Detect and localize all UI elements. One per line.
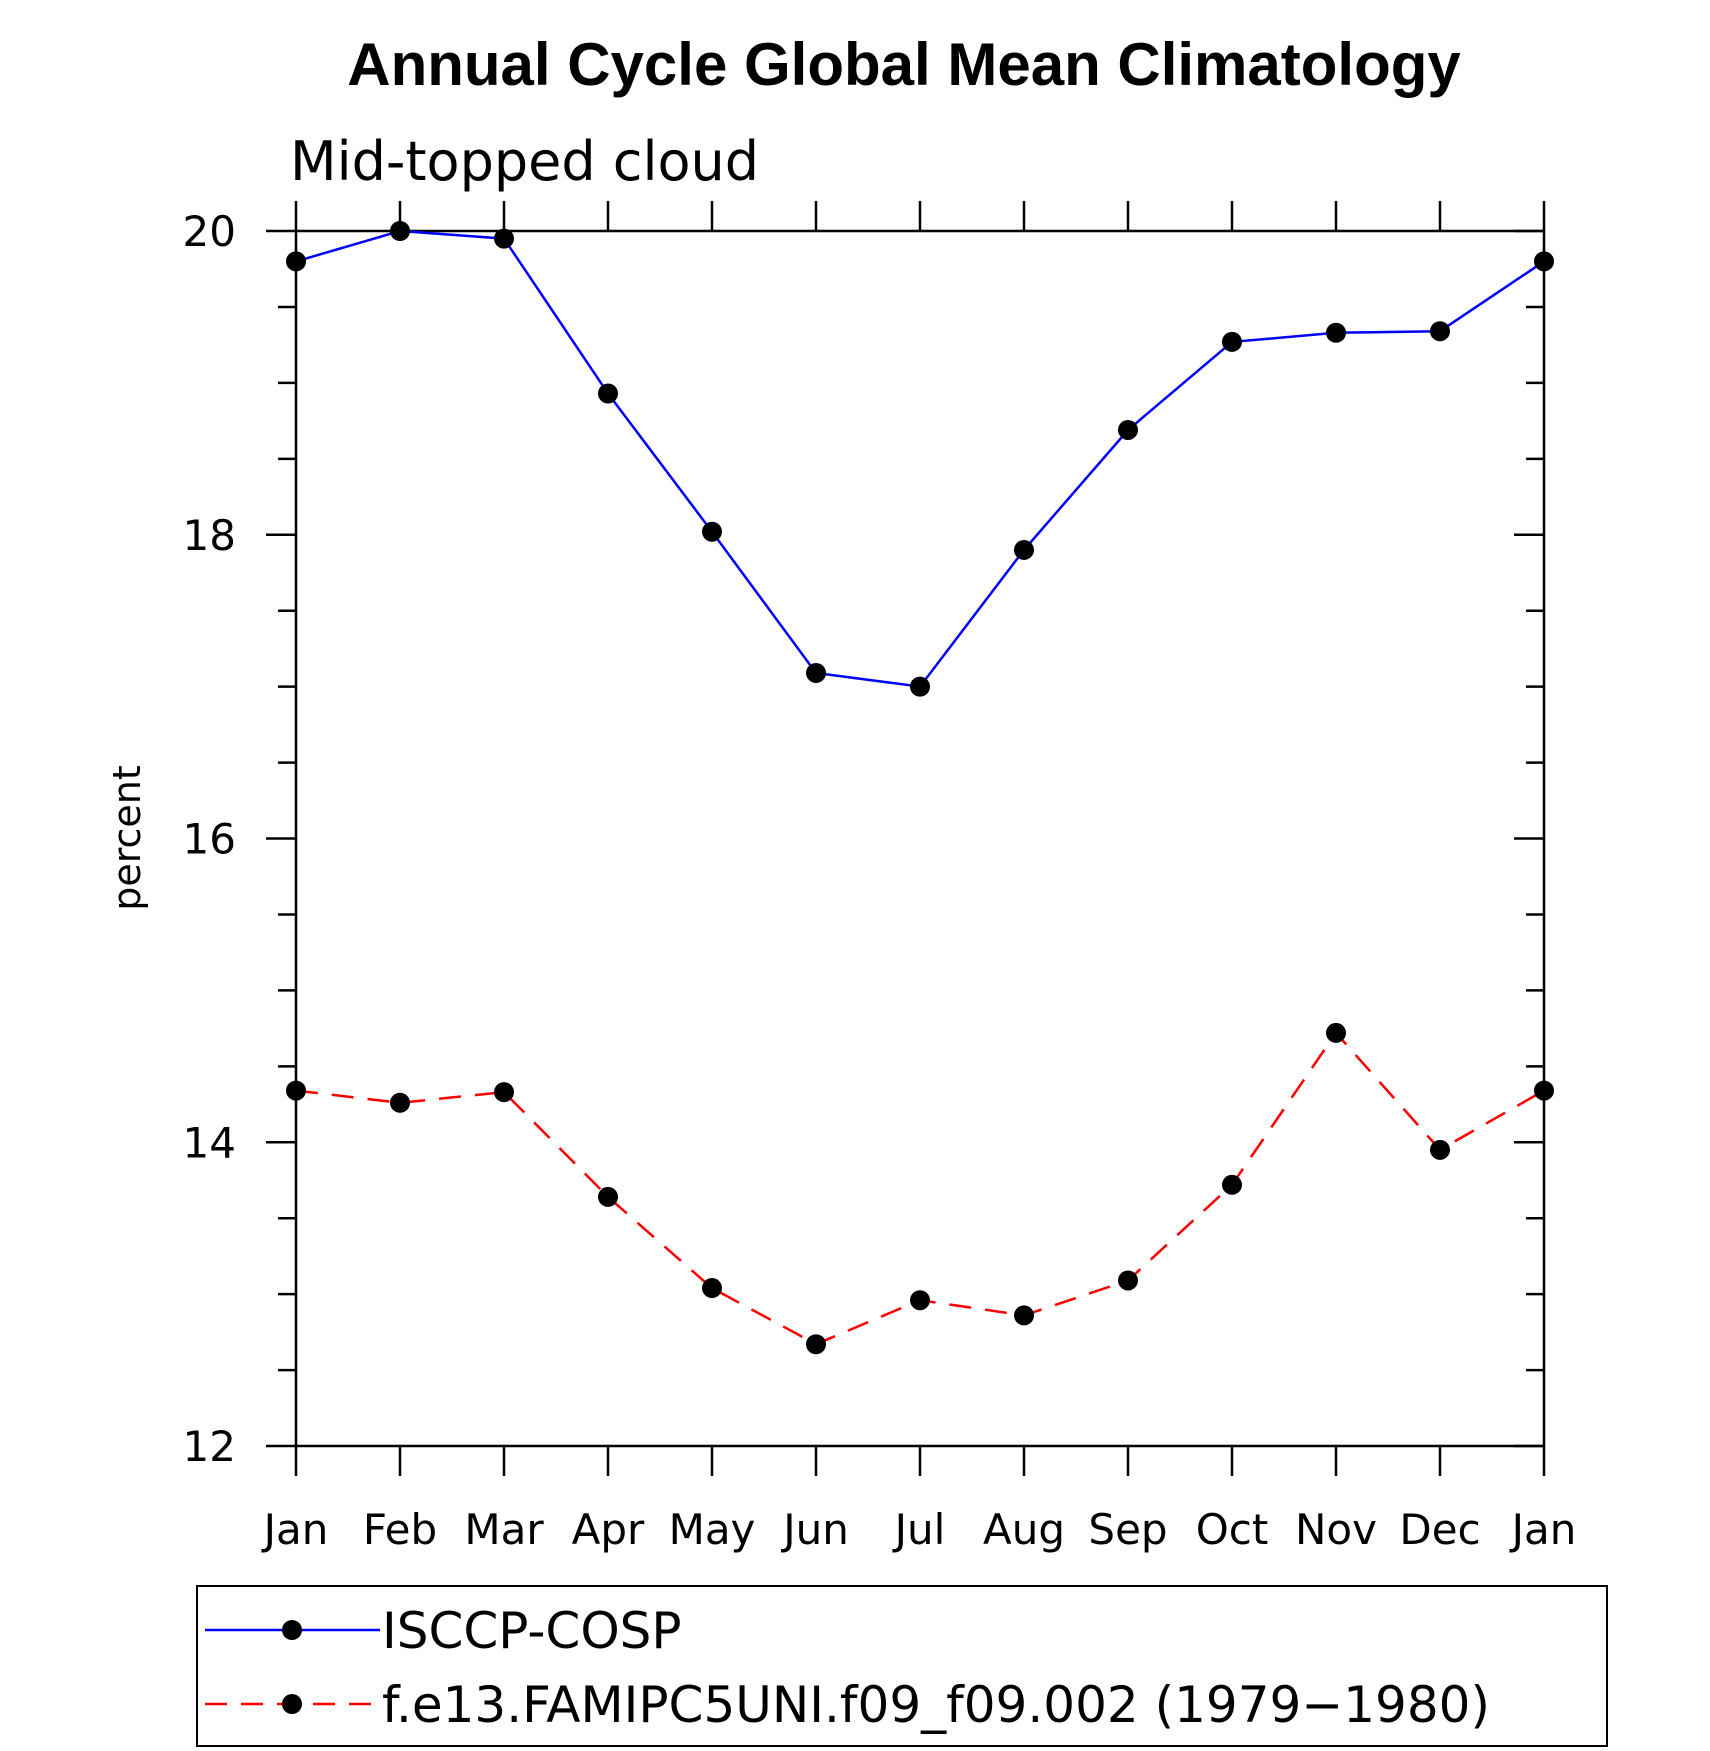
chart-title: Annual Cycle Global Mean Climatology bbox=[347, 31, 1461, 98]
series-lines bbox=[295, 229, 1545, 1346]
data-point-series-1 bbox=[1118, 1270, 1138, 1291]
y-tick-label: 16 bbox=[183, 815, 236, 864]
y-tick-label: 12 bbox=[183, 1422, 236, 1471]
data-point-series-1 bbox=[286, 1080, 306, 1101]
data-point-series-0 bbox=[286, 251, 306, 272]
x-tick-label: May bbox=[669, 1505, 756, 1554]
data-point-series-0 bbox=[806, 662, 826, 683]
data-point-series-0 bbox=[598, 383, 618, 404]
x-tick-label: Jun bbox=[780, 1505, 849, 1554]
legend-marker-model bbox=[282, 1694, 302, 1714]
x-tick-labels: Jan Feb Mar Apr May Jun Jul Aug Sep Oct Nov Dec Jan bbox=[261, 1505, 1577, 1554]
y-tick-label: 14 bbox=[183, 1118, 236, 1167]
x-tick-label: Nov bbox=[1295, 1505, 1377, 1554]
legend: ISCCP-COSP f.e13.FAMIPC5UNI.f09_f09.002 … bbox=[196, 1585, 1608, 1747]
data-point-series-1 bbox=[1222, 1174, 1242, 1195]
x-tick-label: Aug bbox=[983, 1505, 1065, 1554]
series-points bbox=[286, 221, 1554, 1355]
y-tick-labels: 12 14 16 18 20 bbox=[183, 207, 236, 1471]
data-point-series-0 bbox=[1326, 322, 1346, 343]
data-point-series-1 bbox=[910, 1290, 930, 1311]
data-point-series-0 bbox=[1430, 321, 1450, 342]
data-point-series-1 bbox=[1014, 1305, 1034, 1326]
x-tick-label: Dec bbox=[1399, 1505, 1480, 1554]
series-line-0 bbox=[295, 229, 1545, 688]
data-point-series-1 bbox=[494, 1082, 514, 1103]
chart-subtitle: Mid-topped cloud bbox=[290, 130, 759, 193]
axis-ticks bbox=[266, 201, 1546, 1476]
data-point-series-0 bbox=[1014, 539, 1034, 560]
data-point-series-1 bbox=[390, 1092, 410, 1113]
data-point-series-0 bbox=[910, 676, 930, 697]
data-point-series-1 bbox=[702, 1278, 722, 1299]
data-point-series-0 bbox=[1118, 419, 1138, 440]
data-point-series-0 bbox=[702, 521, 722, 542]
x-tick-label: Apr bbox=[572, 1505, 645, 1554]
data-point-series-1 bbox=[1534, 1080, 1554, 1101]
legend-label-model: f.e13.FAMIPC5UNI.f09_f09.002 (1979−1980) bbox=[382, 1676, 1490, 1734]
data-point-series-1 bbox=[1326, 1022, 1346, 1043]
legend-label-isccp: ISCCP-COSP bbox=[382, 1602, 682, 1660]
plot-frame bbox=[294, 229, 1546, 1448]
x-tick-label: Oct bbox=[1196, 1505, 1269, 1554]
data-point-series-0 bbox=[494, 228, 514, 249]
x-tick-label: Mar bbox=[464, 1505, 544, 1554]
data-point-series-0 bbox=[1534, 251, 1554, 272]
x-tick-label: Feb bbox=[363, 1505, 437, 1554]
x-tick-label: Jan bbox=[261, 1505, 329, 1554]
data-point-series-0 bbox=[390, 221, 410, 241]
y-tick-label: 20 bbox=[183, 207, 236, 256]
data-point-series-1 bbox=[598, 1186, 618, 1207]
y-tick-label: 18 bbox=[183, 511, 236, 560]
x-tick-label: Sep bbox=[1088, 1505, 1167, 1554]
data-point-series-0 bbox=[1222, 331, 1242, 352]
legend-box bbox=[196, 1585, 1608, 1747]
x-tick-label: Jul bbox=[892, 1505, 946, 1554]
data-point-series-1 bbox=[1430, 1139, 1450, 1160]
y-axis-label: percent bbox=[105, 765, 149, 911]
legend-marker-isccp bbox=[282, 1620, 302, 1640]
data-point-series-1 bbox=[806, 1334, 826, 1355]
x-tick-label: Jan bbox=[1509, 1505, 1577, 1554]
